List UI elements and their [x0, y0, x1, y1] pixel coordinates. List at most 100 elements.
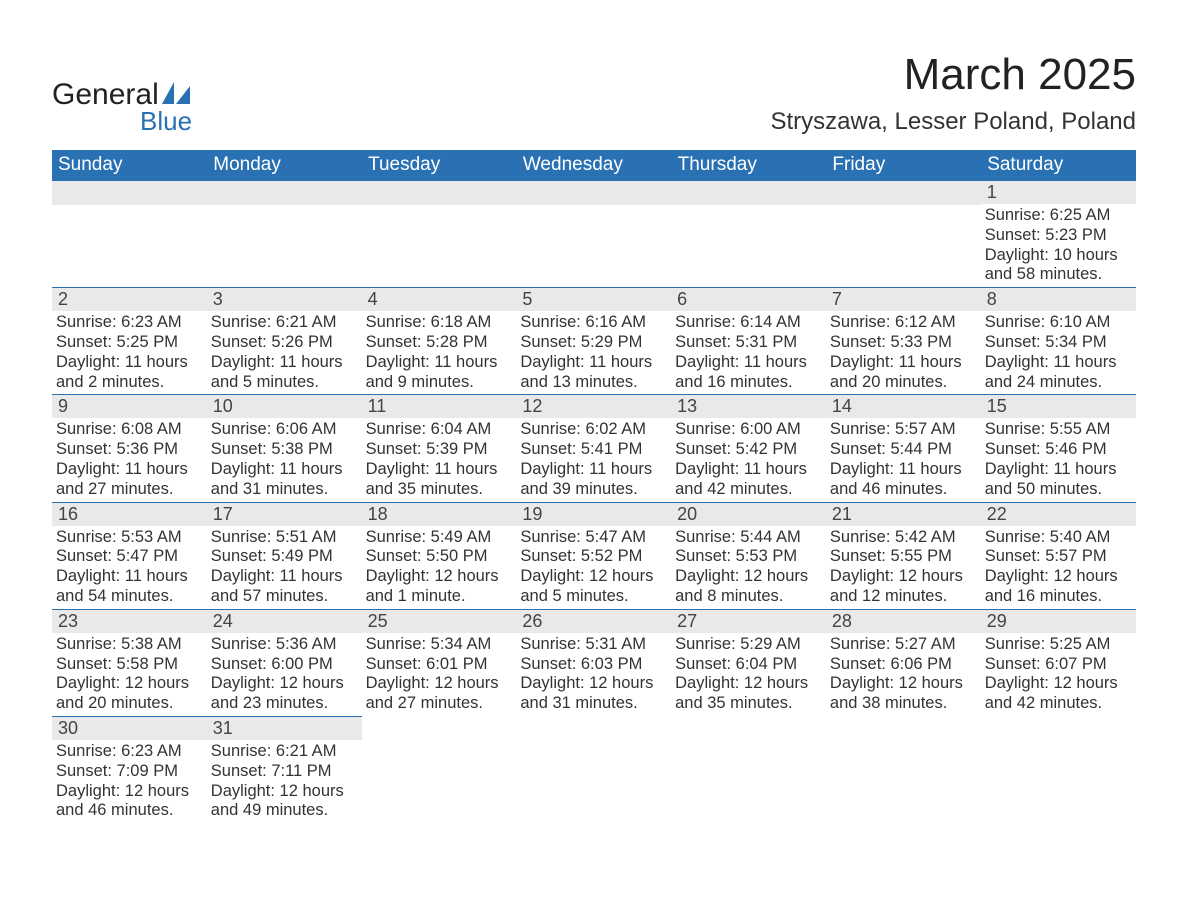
day-line: and 46 minutes. [56, 801, 203, 821]
calendar-row: 30Sunrise: 6:23 AMSunset: 7:09 PMDayligh… [52, 716, 1136, 823]
day-line: Daylight: 12 hours [520, 674, 667, 694]
day-line: Daylight: 12 hours [675, 674, 822, 694]
day-line: Daylight: 12 hours [211, 782, 358, 802]
day-line: Sunset: 5:58 PM [56, 655, 203, 675]
day-number: 23 [52, 610, 207, 633]
day-line: Sunset: 5:33 PM [830, 333, 977, 353]
location: Stryszawa, Lesser Poland, Poland [770, 108, 1136, 136]
day-line: Sunrise: 6:21 AM [211, 313, 358, 333]
day-line: and 20 minutes. [830, 373, 977, 393]
day-data: Sunrise: 5:53 AMSunset: 5:47 PMDaylight:… [52, 526, 207, 609]
calendar-cell: 18Sunrise: 5:49 AMSunset: 5:50 PMDayligh… [362, 502, 517, 609]
day-number: 12 [516, 395, 671, 418]
calendar-row: 16Sunrise: 5:53 AMSunset: 5:47 PMDayligh… [52, 502, 1136, 609]
day-number: 10 [207, 395, 362, 418]
day-line: Sunrise: 5:57 AM [830, 420, 977, 440]
day-data: Sunrise: 6:06 AMSunset: 5:38 PMDaylight:… [207, 418, 362, 501]
day-line: and 42 minutes. [675, 480, 822, 500]
calendar-cell: 22Sunrise: 5:40 AMSunset: 5:57 PMDayligh… [981, 502, 1136, 609]
day-line: Sunset: 5:42 PM [675, 440, 822, 460]
day-data: Sunrise: 5:31 AMSunset: 6:03 PMDaylight:… [516, 633, 671, 716]
day-number: 11 [362, 395, 517, 418]
day-header: Monday [207, 150, 362, 181]
day-line: Sunset: 6:03 PM [520, 655, 667, 675]
day-line: Sunrise: 5:55 AM [985, 420, 1132, 440]
day-line: Sunrise: 5:53 AM [56, 528, 203, 548]
calendar-cell: 10Sunrise: 6:06 AMSunset: 5:38 PMDayligh… [207, 395, 362, 502]
day-line: Sunset: 5:53 PM [675, 547, 822, 567]
day-number: 22 [981, 503, 1136, 526]
day-line: Sunset: 5:38 PM [211, 440, 358, 460]
day-number: 15 [981, 395, 1136, 418]
calendar-cell: 4Sunrise: 6:18 AMSunset: 5:28 PMDaylight… [362, 288, 517, 395]
calendar-cell: 2Sunrise: 6:23 AMSunset: 5:25 PMDaylight… [52, 288, 207, 395]
day-data: Sunrise: 5:55 AMSunset: 5:46 PMDaylight:… [981, 418, 1136, 501]
day-line: Daylight: 11 hours [520, 460, 667, 480]
day-line: Daylight: 12 hours [675, 567, 822, 587]
day-line: Sunset: 5:31 PM [675, 333, 822, 353]
day-number: 2 [52, 288, 207, 311]
day-line: Sunset: 6:04 PM [675, 655, 822, 675]
day-line: Sunrise: 6:10 AM [985, 313, 1132, 333]
day-data: Sunrise: 6:21 AMSunset: 5:26 PMDaylight:… [207, 311, 362, 394]
day-line: Sunset: 5:41 PM [520, 440, 667, 460]
day-line: and 2 minutes. [56, 373, 203, 393]
day-line: and 38 minutes. [830, 694, 977, 714]
calendar-cell: 15Sunrise: 5:55 AMSunset: 5:46 PMDayligh… [981, 395, 1136, 502]
calendar-cell [826, 181, 981, 288]
day-number: 14 [826, 395, 981, 418]
calendar-cell [516, 181, 671, 288]
title-block: March 2025 Stryszawa, Lesser Poland, Pol… [770, 50, 1136, 136]
day-line: Sunrise: 6:12 AM [830, 313, 977, 333]
day-line: Sunrise: 5:38 AM [56, 635, 203, 655]
calendar-cell: 16Sunrise: 5:53 AMSunset: 5:47 PMDayligh… [52, 502, 207, 609]
day-number: 8 [981, 288, 1136, 311]
day-line: Sunset: 5:25 PM [56, 333, 203, 353]
day-data: Sunrise: 5:42 AMSunset: 5:55 PMDaylight:… [826, 526, 981, 609]
day-line: and 5 minutes. [211, 373, 358, 393]
day-line: and 23 minutes. [211, 694, 358, 714]
day-data: Sunrise: 6:14 AMSunset: 5:31 PMDaylight:… [671, 311, 826, 394]
empty-day-strip [362, 181, 517, 205]
day-data: Sunrise: 5:25 AMSunset: 6:07 PMDaylight:… [981, 633, 1136, 716]
day-line: and 54 minutes. [56, 587, 203, 607]
day-line: and 27 minutes. [56, 480, 203, 500]
calendar-cell: 23Sunrise: 5:38 AMSunset: 5:58 PMDayligh… [52, 609, 207, 716]
day-number: 16 [52, 503, 207, 526]
day-number: 29 [981, 610, 1136, 633]
day-line: and 9 minutes. [366, 373, 513, 393]
day-line: Daylight: 11 hours [211, 460, 358, 480]
calendar-row: 23Sunrise: 5:38 AMSunset: 5:58 PM Dayligh… [52, 609, 1136, 716]
empty-day-strip [52, 181, 207, 205]
day-line: Daylight: 11 hours [366, 353, 513, 373]
day-line: Sunrise: 5:44 AM [675, 528, 822, 548]
day-line: and 49 minutes. [211, 801, 358, 821]
day-number: 18 [362, 503, 517, 526]
day-data: Sunrise: 6:00 AMSunset: 5:42 PMDaylight:… [671, 418, 826, 501]
day-data: Sunrise: 5:57 AMSunset: 5:44 PMDaylight:… [826, 418, 981, 501]
calendar-body: 1Sunrise: 6:25 AMSunset: 5:23 PMDaylight… [52, 181, 1136, 824]
day-line: Daylight: 11 hours [985, 460, 1132, 480]
calendar-cell [207, 181, 362, 288]
day-line: and 58 minutes. [985, 265, 1132, 285]
day-data: Sunrise: 5:47 AMSunset: 5:52 PMDaylight:… [516, 526, 671, 609]
day-line: Sunset: 5:39 PM [366, 440, 513, 460]
day-number: 1 [981, 181, 1136, 204]
day-line: Sunset: 5:23 PM [985, 226, 1132, 246]
calendar-cell [362, 716, 517, 823]
day-line: Sunrise: 6:04 AM [366, 420, 513, 440]
day-line: Daylight: 11 hours [520, 353, 667, 373]
day-line: and 16 minutes. [985, 587, 1132, 607]
day-number: 19 [516, 503, 671, 526]
calendar-cell: 17Sunrise: 5:51 AMSunset: 5:49 PMDayligh… [207, 502, 362, 609]
day-header-row: SundayMondayTuesdayWednesdayThursdayFrid… [52, 150, 1136, 181]
day-line: and 24 minutes. [985, 373, 1132, 393]
day-data: Sunrise: 5:29 AMSunset: 6:04 PMDaylight:… [671, 633, 826, 716]
day-line: and 20 minutes. [56, 694, 203, 714]
day-line: Sunrise: 6:18 AM [366, 313, 513, 333]
day-line: Daylight: 12 hours [520, 567, 667, 587]
day-line: Sunrise: 6:02 AM [520, 420, 667, 440]
calendar-row: 2Sunrise: 6:23 AMSunset: 5:25 PM Daylight… [52, 288, 1136, 395]
calendar-cell [362, 181, 517, 288]
day-line: Sunrise: 6:23 AM [56, 313, 203, 333]
